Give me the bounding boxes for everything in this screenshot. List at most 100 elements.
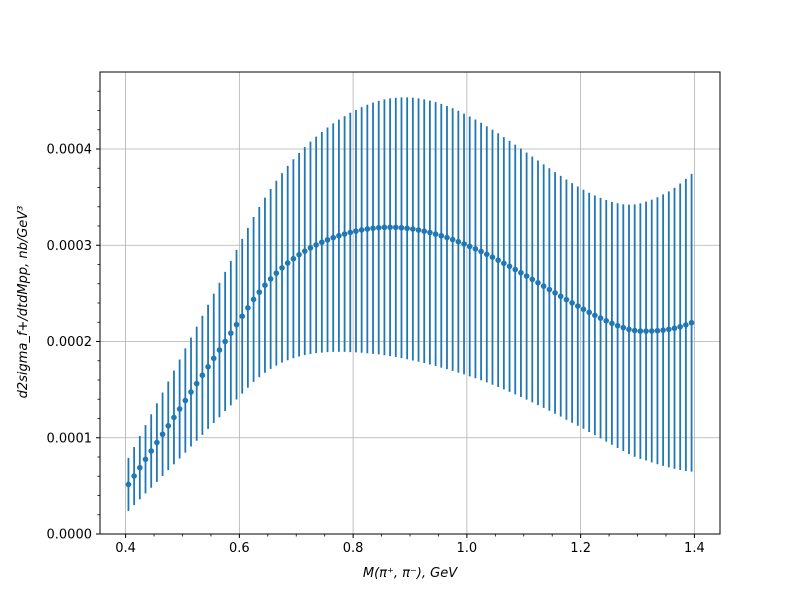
x-tick-label: 0.8 <box>343 541 364 556</box>
data-point <box>125 481 132 488</box>
y-tick-label: 0.0002 <box>47 335 93 350</box>
data-point <box>313 242 319 248</box>
data-point <box>233 321 240 328</box>
data-point <box>415 227 422 233</box>
data-point <box>228 330 234 336</box>
data-points <box>125 224 695 488</box>
y-tick-label: 0.0001 <box>47 431 93 446</box>
data-point <box>370 225 376 232</box>
data-point <box>643 328 649 334</box>
data-point <box>671 325 678 332</box>
y-tick-label: 0.0004 <box>47 143 93 158</box>
data-point <box>427 229 433 236</box>
data-point <box>506 263 513 270</box>
x-tick-label: 1.0 <box>457 541 478 556</box>
data-point <box>688 319 695 326</box>
data-point <box>648 328 655 334</box>
data-point <box>188 389 194 395</box>
data-point <box>609 320 615 327</box>
x-tick-label: 0.4 <box>115 541 136 556</box>
data-point <box>455 238 462 245</box>
data-point <box>301 248 308 254</box>
data-point <box>540 283 547 289</box>
data-point <box>603 318 610 324</box>
data-point <box>290 255 297 262</box>
y-axis-label: d2sigma_f+/dtdMpp, nb/GeV³ <box>16 206 31 399</box>
data-point <box>546 286 553 293</box>
data-point <box>210 355 217 362</box>
data-point <box>592 312 598 319</box>
data-point <box>495 257 501 263</box>
data-point <box>364 226 371 232</box>
data-point <box>222 338 228 345</box>
y-axis-ticks: 0.0000 0.0001 0.0002 0.0003 0.0004 <box>47 90 100 543</box>
data-point <box>159 431 166 438</box>
data-point <box>131 473 137 479</box>
data-point <box>597 315 604 321</box>
data-point <box>683 322 689 328</box>
data-point <box>358 227 365 233</box>
data-point <box>466 243 473 250</box>
data-point <box>478 248 484 255</box>
x-axis-ticks: 0.4 0.6 0.8 1.0 1.2 1.4 <box>115 534 705 556</box>
data-point <box>245 305 251 311</box>
data-point <box>256 289 263 295</box>
data-point <box>580 306 587 313</box>
x-tick-label: 1.4 <box>684 541 705 556</box>
data-point <box>387 224 393 231</box>
data-point <box>319 239 325 246</box>
data-point <box>483 251 490 258</box>
data-point <box>239 313 246 320</box>
data-point <box>529 276 536 283</box>
data-point <box>154 439 160 446</box>
data-point <box>586 309 592 316</box>
data-point <box>324 237 331 243</box>
data-point <box>137 464 143 471</box>
data-point <box>666 326 672 333</box>
data-point <box>148 448 154 454</box>
data-point <box>199 372 206 379</box>
data-point <box>444 234 450 241</box>
data-point <box>267 276 274 282</box>
data-point <box>404 225 410 232</box>
data-point <box>432 231 439 237</box>
data-point <box>250 296 257 303</box>
data-point <box>472 246 479 252</box>
grid-lines <box>100 72 720 535</box>
data-point <box>626 326 632 333</box>
data-point <box>381 224 388 231</box>
data-point <box>205 364 211 370</box>
data-point <box>677 323 683 330</box>
data-point <box>307 245 314 251</box>
data-point <box>273 270 280 276</box>
y-tick-label: 0.0000 <box>47 528 93 543</box>
data-point <box>176 406 183 412</box>
data-point <box>165 423 172 429</box>
data-point <box>654 327 661 334</box>
data-point <box>421 228 428 234</box>
data-point <box>330 234 337 241</box>
data-point <box>660 327 666 333</box>
data-point <box>563 296 570 303</box>
data-point <box>410 226 416 232</box>
data-point <box>262 282 268 288</box>
data-point <box>284 260 291 266</box>
data-point <box>637 328 644 334</box>
data-point <box>489 254 496 260</box>
data-point <box>142 456 149 463</box>
data-point <box>449 236 456 243</box>
data-point <box>518 269 524 276</box>
data-point <box>353 228 359 234</box>
data-point <box>557 293 564 300</box>
data-point <box>279 265 285 271</box>
y-tick-label: 0.0003 <box>47 239 93 254</box>
x-tick-label: 0.6 <box>229 541 250 556</box>
data-point <box>438 232 445 239</box>
data-point <box>341 231 348 237</box>
data-point <box>535 279 541 286</box>
data-point <box>336 232 342 239</box>
data-point <box>398 224 405 231</box>
data-point <box>296 251 302 258</box>
data-point <box>631 327 638 334</box>
